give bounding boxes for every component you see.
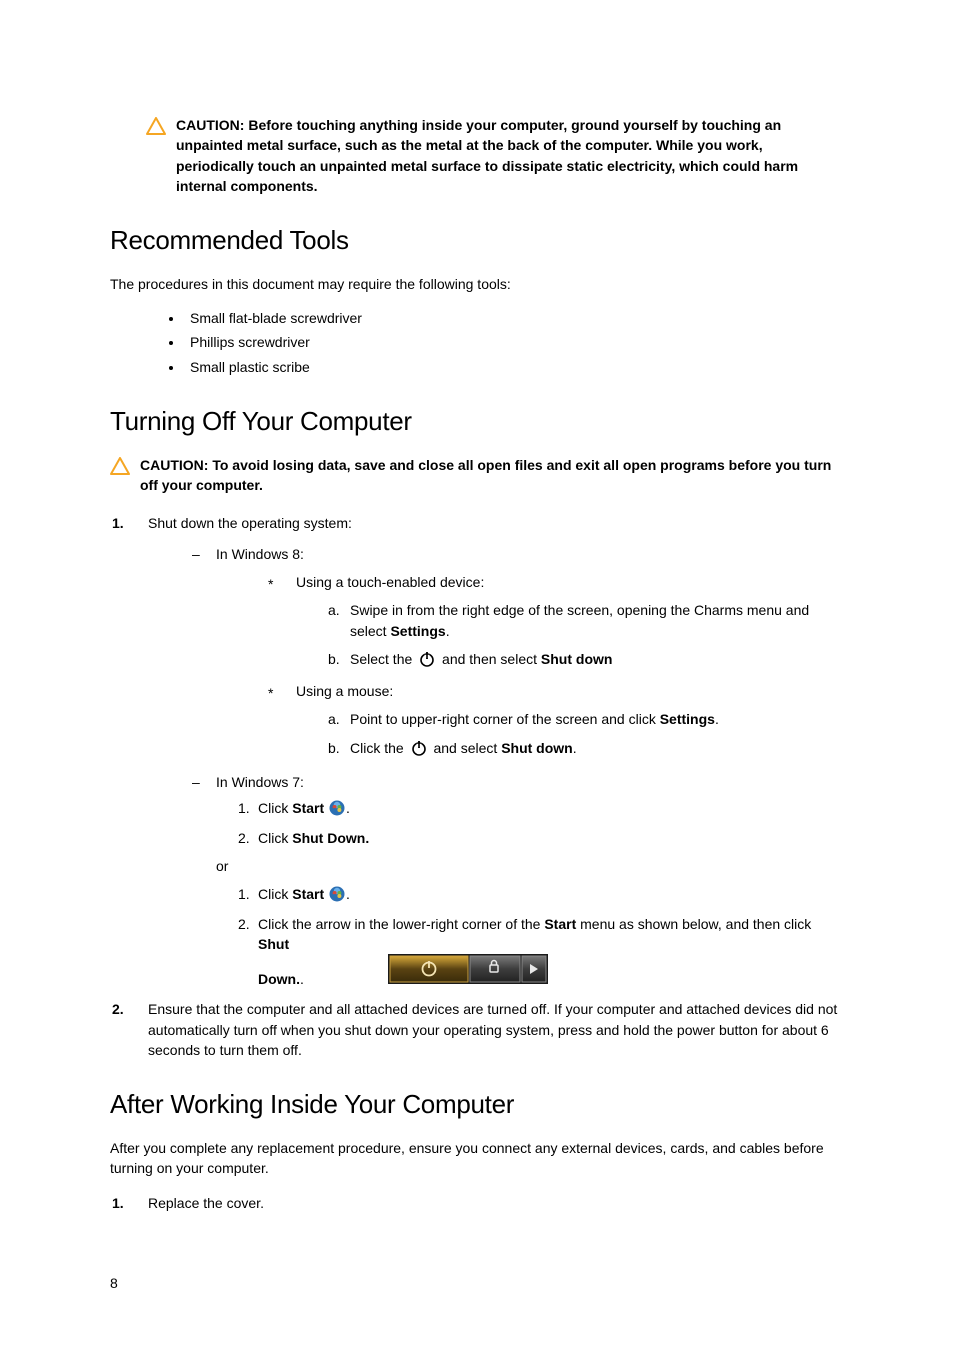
w7b-step-2: Click the arrow in the lower-right corne… [238,914,844,990]
power-icon [418,650,436,673]
w7b-2-pre: Click the arrow in the lower-right corne… [258,916,544,932]
win8-touch: Using a touch-enabled device: Swipe in f… [268,572,844,673]
heading-after-working: After Working Inside Your Computer [110,1086,844,1124]
tool-item: Phillips screwdriver [184,332,844,352]
caution-icon [110,457,130,480]
tool-item: Small flat-blade screwdriver [184,308,844,328]
caution-body: Before touching anything inside your com… [176,117,798,194]
mouse-step-a: Point to upper-right corner of the scree… [328,709,844,729]
touch-step-a: Swipe in from the right edge of the scre… [328,600,844,641]
step-2-text: Ensure that the computer and all attache… [148,1001,837,1058]
caution-body: To avoid losing data, save and close all… [140,457,831,493]
touch-a-bold: Settings [390,623,445,639]
w7-2-pre: Click [258,830,292,846]
turnoff-main-list: Shut down the operating system: In Windo… [110,513,844,1060]
w7b-step-1: Click Start . [238,884,844,907]
w7-2-bold: Shut Down. [292,830,369,846]
after-step-1: Replace the cover. [110,1193,844,1213]
win7-steps-b: Click Start . [216,884,844,989]
step-1-text: Shut down the operating system: [148,515,352,531]
main-step-2: Ensure that the computer and all attache… [110,999,844,1060]
touch-b-bold: Shut down [541,651,613,667]
os-list: In Windows 8: Using a touch-enabled devi… [148,544,844,990]
w7b-2-mid: menu as shown below, and then click [576,916,811,932]
mouse-b-bold: Shut down [501,740,573,756]
page-number: 8 [110,1273,844,1293]
w7b-2-bold2: Shut [258,936,289,952]
caution-block-1: CAUTION: Before touching anything inside… [146,115,844,196]
mouse-step-b: Click the [328,738,844,762]
mouse-b-pre: Click the [350,740,408,756]
after-step-1-text: Replace the cover. [148,1195,264,1211]
caution-block-2: CAUTION: To avoid losing data, save and … [110,455,844,496]
w7b-1-pre: Click [258,886,292,902]
touch-label: Using a touch-enabled device: [296,574,484,590]
touch-b-mid: and then select [442,651,541,667]
caution-prefix: CAUTION: [176,117,248,133]
w7-1-bold: Start [292,800,324,816]
tools-list: Small flat-blade screwdriver Phillips sc… [110,308,844,377]
document-page: CAUTION: Before touching anything inside… [0,0,954,1353]
win8-label: In Windows 8: [216,546,304,562]
main-step-1: Shut down the operating system: In Windo… [110,513,844,989]
mouse-b-mid: and select [433,740,501,756]
tool-item: Small plastic scribe [184,357,844,377]
win8-mouse: Using a mouse: Point to upper-right corn… [268,681,844,762]
mouse-a-post: . [715,711,719,727]
touch-step-b: Select the [328,649,844,673]
touch-b-pre: Select the [350,651,416,667]
after-list: Replace the cover. [110,1193,844,1213]
start-orb-icon [329,886,345,907]
w7b-2-bold1: Start [544,916,576,932]
mouse-label: Using a mouse: [296,683,393,699]
start-orb-icon [329,800,345,821]
heading-turning-off: Turning Off Your Computer [110,403,844,441]
touch-a-post: . [446,623,450,639]
win8-methods: Using a touch-enabled device: Swipe in f… [216,572,844,762]
w7a-step-2: Click Shut Down. [238,828,844,848]
mouse-steps: Point to upper-right corner of the scree… [296,709,844,762]
caution-icon [146,117,166,140]
heading-recommended-tools: Recommended Tools [110,222,844,260]
caution-prefix: CAUTION: [140,457,212,473]
w7-1-pre: Click [258,800,292,816]
win7-steps-a: Click Start . [216,798,844,848]
mouse-a-pre: Point to upper-right corner of the scree… [350,711,660,727]
caution-text-2: CAUTION: To avoid losing data, save and … [140,455,844,496]
w7a-step-1: Click Start . [238,798,844,821]
win7-label: In Windows 7: [216,774,304,790]
w7-1-post: . [346,800,350,816]
or-separator: or [216,856,844,876]
w7b-2-post: . [300,971,304,987]
shutdown-menu-graphic [388,954,548,989]
intro-tools: The procedures in this document may requ… [110,274,844,294]
power-icon [410,739,428,762]
os-windows7: In Windows 7: Click Start [192,772,844,989]
os-windows8: In Windows 8: Using a touch-enabled devi… [192,544,844,762]
mouse-b-post: . [573,740,577,756]
w7b-2-bold3: Down. [258,971,300,987]
touch-steps: Swipe in from the right edge of the scre… [296,600,844,673]
intro-after: After you complete any replacement proce… [110,1138,844,1179]
mouse-a-bold: Settings [660,711,715,727]
w7b-1-bold: Start [292,886,324,902]
w7b-1-post: . [346,886,350,902]
caution-text-1: CAUTION: Before touching anything inside… [176,115,844,196]
